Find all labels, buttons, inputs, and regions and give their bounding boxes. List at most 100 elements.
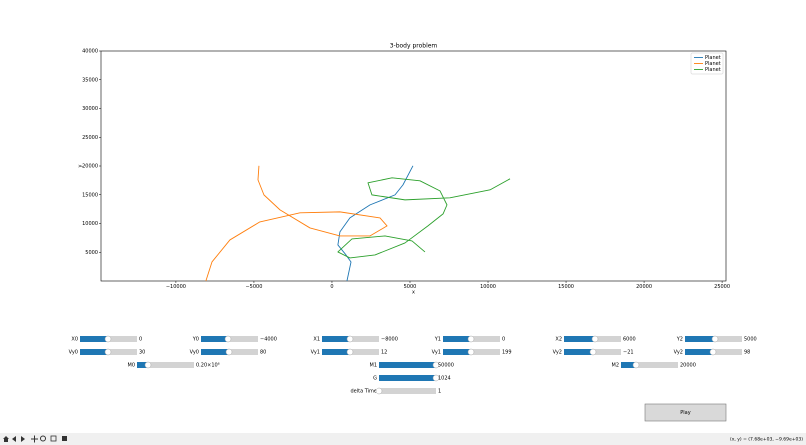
slider-label: Vy2	[674, 350, 683, 356]
x-tick-label: 15000	[558, 284, 574, 290]
slider-value: 80	[260, 350, 266, 356]
slider-track[interactable]	[379, 388, 436, 394]
x-tick-label: −5000	[245, 284, 262, 290]
slider-label: Vy2	[553, 350, 562, 356]
series-line	[205, 165, 388, 282]
slider-fill[interactable]	[80, 349, 108, 355]
slider-value: 6000	[623, 337, 636, 343]
slider-label: G	[373, 376, 377, 382]
slider-value: −21	[623, 350, 634, 356]
legend-label: Planet	[705, 55, 721, 61]
y-tick-label: 15000	[82, 192, 98, 198]
slider-label: X1	[313, 337, 320, 343]
y-tick-label: 30000	[82, 106, 98, 112]
slider-handle[interactable]	[591, 335, 599, 343]
slider-label: X2	[555, 337, 562, 343]
y-tick-label: 20000	[82, 164, 98, 170]
slider-handle[interactable]	[467, 348, 475, 356]
status-text: (x, y) = (7.68e+03, −9.69e+03)	[730, 437, 803, 443]
slider-fill[interactable]	[137, 362, 148, 368]
slider-value: 98	[744, 350, 750, 356]
series-line	[337, 177, 511, 259]
slider-value: −8000	[381, 337, 398, 343]
legend-box	[690, 52, 724, 75]
slider-label: M2	[612, 363, 620, 369]
slider-label: Y1	[434, 337, 441, 343]
slider-value: 30	[139, 350, 145, 356]
slider-handle[interactable]	[225, 348, 233, 356]
x-tick-label: 0	[330, 284, 333, 290]
slider-fill[interactable]	[322, 349, 350, 355]
slider-handle[interactable]	[589, 348, 597, 356]
slider-track[interactable]	[137, 362, 194, 368]
slider-handle[interactable]	[467, 335, 475, 343]
slider-handle[interactable]	[104, 348, 112, 356]
slider-fill[interactable]	[443, 336, 471, 342]
slider-fill[interactable]	[564, 349, 593, 355]
y-axis-label: y	[78, 164, 84, 167]
slider-fill[interactable]	[379, 375, 436, 381]
y-tick-label: 10000	[82, 221, 98, 227]
toolbar	[0, 433, 806, 445]
slider-handle[interactable]	[711, 335, 719, 343]
play-button-label[interactable]: Play	[680, 410, 690, 416]
slider-label: Y0	[192, 337, 199, 343]
slider-handle[interactable]	[346, 348, 354, 356]
slider-fill[interactable]	[685, 336, 715, 342]
forward-button[interactable]	[21, 436, 25, 442]
slider-handle[interactable]	[632, 361, 640, 369]
slider-fill[interactable]	[564, 336, 595, 342]
slider-handle[interactable]	[144, 361, 152, 369]
chart-title: 3-body problem	[390, 43, 438, 50]
slider-fill[interactable]	[685, 349, 713, 355]
slider-value: 0	[139, 337, 142, 343]
x-tick-label: 10000	[480, 284, 496, 290]
slider-value: 1	[438, 389, 441, 395]
slider-label: Vy1	[432, 350, 441, 356]
home-button[interactable]	[3, 436, 9, 442]
slider-handle[interactable]	[224, 335, 232, 343]
slider-label: Vy0	[190, 350, 199, 356]
slider-handle[interactable]	[346, 335, 354, 343]
slider-fill[interactable]	[443, 349, 471, 355]
legend-label: Planet	[705, 67, 721, 73]
slider-label: Y2	[676, 337, 683, 343]
x-tick-label: −10000	[166, 284, 186, 290]
slider-track[interactable]	[621, 362, 678, 368]
slider-label: delta Time	[351, 389, 378, 395]
x-tick-label: 25000	[714, 284, 730, 290]
slider-handle[interactable]	[432, 374, 440, 382]
slider-fill[interactable]	[201, 336, 228, 342]
slider-value: 1024	[438, 376, 451, 382]
slider-value: 20000	[680, 363, 696, 369]
back-button[interactable]	[12, 436, 16, 442]
zoom-button[interactable]	[40, 435, 46, 442]
slider-label: M1	[370, 363, 378, 369]
y-tick-label: 40000	[82, 49, 98, 55]
y-tick-label: 35000	[82, 77, 98, 83]
slider-value: 0.20×10⁶	[196, 363, 220, 369]
slider-fill[interactable]	[621, 362, 636, 368]
save-button[interactable]	[62, 436, 67, 441]
slider-fill[interactable]	[201, 349, 229, 355]
slider-fill[interactable]	[379, 362, 436, 368]
pan-button[interactable]	[31, 435, 38, 443]
slider-fill[interactable]	[322, 336, 350, 342]
slider-handle[interactable]	[709, 348, 717, 356]
play-button[interactable]	[644, 403, 727, 422]
slider-handle[interactable]	[375, 387, 383, 395]
slider-value: 199	[502, 350, 512, 356]
slider-value: −4000	[260, 337, 277, 343]
slider-fill[interactable]	[80, 336, 108, 342]
configure-button[interactable]	[50, 435, 57, 442]
x-tick-label: 20000	[636, 284, 652, 290]
slider-label: X0	[71, 337, 78, 343]
slider-handle[interactable]	[432, 361, 440, 369]
slider-value: 50000	[438, 363, 454, 369]
slider-value: 0	[502, 337, 505, 343]
series-line	[337, 165, 414, 282]
slider-handle[interactable]	[104, 335, 112, 343]
slider-value: 5000	[744, 337, 757, 343]
